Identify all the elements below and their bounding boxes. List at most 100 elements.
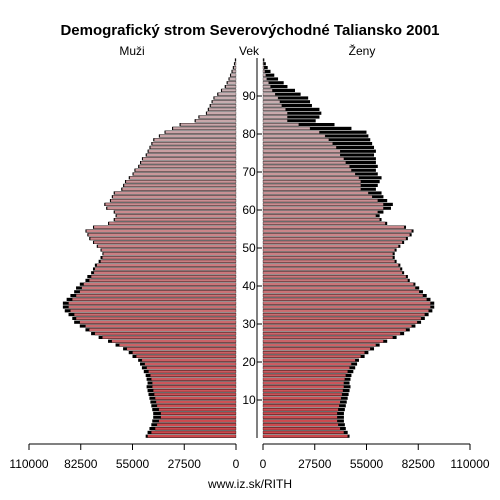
female-bar-inner-73 — [262, 157, 345, 161]
male-bar-inner-19 — [144, 362, 237, 366]
male-bar-inner-27 — [94, 332, 237, 336]
male-bar-inner-83 — [195, 119, 237, 123]
age-tick-label-20: 20 — [242, 355, 256, 369]
x-tick-label-left-3: 27500 — [168, 457, 202, 471]
age-tick-label-70: 70 — [242, 165, 256, 179]
male-bar-inner-20 — [141, 358, 237, 362]
x-tick-label-right-4: 110000 — [450, 457, 489, 471]
male-bars — [62, 58, 237, 438]
female-bar-outer-84 — [263, 115, 320, 119]
female-bar-inner-24 — [262, 343, 377, 347]
male-bar-inner-82 — [180, 123, 237, 127]
female-bar-outer-94 — [263, 77, 279, 81]
female-bar-outer-86 — [263, 107, 320, 111]
female-bar-inner-22 — [262, 351, 365, 355]
female-bar-inner-52 — [262, 237, 407, 241]
male-bar-inner-33 — [70, 309, 237, 313]
female-bar-inner-3 — [262, 423, 339, 427]
female-bar-inner-72 — [262, 161, 346, 165]
female-bar-inner-75 — [262, 149, 341, 153]
female-bar-outer-83 — [263, 119, 316, 123]
male-bar-inner-5 — [160, 415, 237, 419]
female-bar-inner-58 — [262, 214, 377, 218]
male-bar-inner-70 — [135, 168, 237, 172]
female-bar-inner-93 — [262, 81, 269, 85]
female-bar-inner-74 — [262, 153, 341, 157]
female-bar-inner-60 — [262, 206, 384, 210]
male-bar-inner-98 — [234, 62, 237, 66]
male-bar-inner-36 — [72, 297, 237, 301]
male-bar-inner-37 — [75, 294, 237, 298]
female-bar-outer-98 — [263, 62, 266, 66]
x-tick-label-left-2: 55000 — [116, 457, 150, 471]
female-bar-inner-26 — [262, 335, 393, 339]
male-bar-inner-21 — [136, 354, 237, 358]
x-ticks: 110000 82500 55000 27500 0 0 27500 55000 82500 11… — [9, 444, 490, 471]
female-bars — [262, 58, 435, 438]
male-bar-inner-44 — [94, 267, 237, 271]
female-bar-inner-0 — [262, 434, 348, 438]
male-bar-inner-16 — [150, 373, 237, 377]
female-bar-inner-51 — [262, 240, 403, 244]
female-bar-inner-28 — [262, 328, 407, 332]
male-bar-inner-79 — [159, 134, 237, 138]
male-bar-inner-67 — [125, 180, 237, 184]
female-bar-inner-34 — [262, 305, 431, 309]
female-bar-inner-11 — [262, 392, 343, 396]
male-bar-inner-30 — [79, 320, 237, 324]
female-bar-inner-63 — [262, 195, 373, 199]
female-bar-inner-56 — [262, 221, 386, 225]
male-bar-inner-91 — [221, 88, 237, 92]
male-bar-inner-0 — [147, 434, 237, 438]
male-bar-inner-85 — [206, 111, 237, 115]
male-bar-inner-11 — [153, 392, 237, 396]
age-tick-label-40: 40 — [242, 279, 256, 293]
female-bar-inner-2 — [262, 427, 341, 431]
female-bar-inner-30 — [262, 320, 418, 324]
female-bar-outer-93 — [263, 81, 284, 85]
female-bar-inner-78 — [262, 138, 330, 142]
female-bar-inner-27 — [262, 332, 401, 336]
female-bar-inner-86 — [262, 107, 286, 111]
female-bar-outer-89 — [263, 96, 309, 100]
female-bar-inner-31 — [262, 316, 422, 320]
female-bar-inner-77 — [262, 142, 333, 146]
female-bar-inner-84 — [262, 115, 288, 119]
male-bar-inner-94 — [229, 77, 237, 81]
female-bar-inner-50 — [262, 244, 399, 248]
male-bar-inner-41 — [89, 278, 237, 282]
male-bar-inner-3 — [156, 423, 237, 427]
female-bar-inner-15 — [262, 377, 346, 381]
female-bar-inner-20 — [262, 358, 356, 362]
male-bar-inner-59 — [114, 210, 237, 214]
male-bar-inner-13 — [152, 385, 237, 389]
female-bar-inner-59 — [262, 210, 378, 214]
male-bar-inner-8 — [156, 404, 237, 408]
age-tick-label-80: 80 — [242, 127, 256, 141]
female-bar-inner-18 — [262, 366, 350, 370]
male-bar-inner-80 — [165, 130, 237, 134]
female-bar-inner-82 — [262, 123, 299, 127]
male-bar-inner-17 — [148, 370, 237, 374]
male-bar-inner-63 — [112, 195, 237, 199]
female-bar-outer-99 — [263, 58, 265, 62]
male-bar-inner-1 — [151, 430, 237, 434]
male-bar-inner-96 — [232, 69, 237, 73]
female-bar-inner-14 — [262, 381, 345, 385]
male-bar-inner-24 — [119, 343, 237, 347]
x-tick-label-right-2: 55000 — [350, 457, 384, 471]
female-bar-inner-55 — [262, 225, 405, 229]
x-tick-label-right-1: 27500 — [298, 457, 332, 471]
female-bar-inner-41 — [262, 278, 409, 282]
age-tick-label-30: 30 — [242, 317, 256, 331]
male-bar-inner-78 — [153, 138, 237, 142]
female-bar-inner-61 — [262, 202, 384, 206]
male-bar-inner-7 — [158, 408, 237, 412]
male-bar-inner-50 — [97, 244, 237, 248]
age-tick-label-10: 10 — [242, 393, 256, 407]
chart-title: Demografický strom Severovýchodné Talian… — [60, 22, 439, 39]
female-bar-outer-91 — [263, 88, 295, 92]
x-tick-label-right-0: 0 — [260, 457, 267, 471]
x-tick-label-left-0: 110000 — [9, 457, 48, 471]
